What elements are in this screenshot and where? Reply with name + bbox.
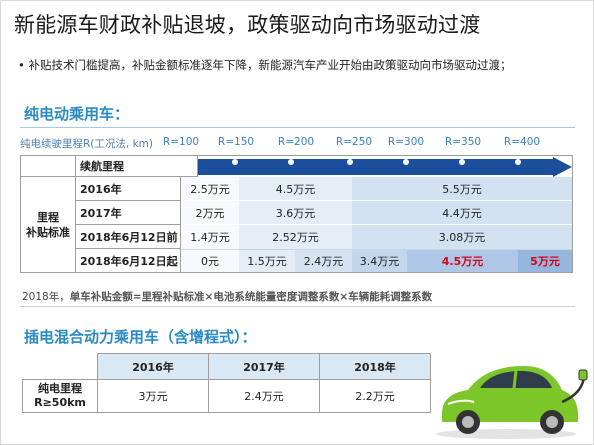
formula-prefix: 2018年， bbox=[22, 291, 70, 303]
arrow-dot bbox=[232, 159, 238, 165]
bev-heading-rule bbox=[20, 127, 575, 128]
phev-value-2016: 3万元 bbox=[97, 379, 209, 413]
group-label: 里程 补贴标准 bbox=[21, 177, 76, 273]
r-mark-250: R=250 bbox=[335, 136, 373, 148]
phev-row-label: 纯电里程 R≥50km bbox=[22, 379, 98, 413]
phev-value-2018: 2.2万元 bbox=[319, 379, 431, 413]
cell-2018b-r300: 4.5万元 bbox=[407, 249, 518, 272]
r-mark-400: R=400 bbox=[503, 136, 541, 148]
arrow-dot bbox=[515, 159, 521, 165]
cell-2018b-r100: 0元 bbox=[181, 249, 239, 272]
row-label-2018-before: 2018年6月12日前 bbox=[76, 225, 181, 249]
front-hub bbox=[462, 416, 474, 428]
rear-hub bbox=[546, 416, 558, 428]
formula-note: 2018年，单车补贴金额=里程补贴标准×电池系统能量密度调整系数×车辆能耗调整系… bbox=[22, 289, 432, 304]
arrow-dot bbox=[403, 159, 409, 165]
bev-subsidy-table: 续航里程 里程 补贴标准 2016年 2017年 2018年6月12日前 201… bbox=[20, 155, 573, 273]
phev-corner bbox=[22, 353, 98, 380]
phev-year-2018: 2018年 bbox=[319, 353, 431, 380]
phev-value-2017: 2.4万元 bbox=[208, 379, 320, 413]
cell-2018b-r200: 2.4万元 bbox=[295, 249, 352, 272]
row-label-2018-after: 2018年6月12日起 bbox=[76, 249, 181, 272]
phev-row-label-line2: R≥50km bbox=[34, 396, 86, 409]
row-label-2017: 2017年 bbox=[76, 201, 181, 225]
cell-2018a-r100: 1.4万元 bbox=[181, 225, 239, 249]
r-mark-350: R=350 bbox=[444, 136, 482, 148]
arrow-dot bbox=[459, 159, 465, 165]
cell-2017-r100: 2万元 bbox=[181, 201, 239, 225]
row-label-2016: 2016年 bbox=[76, 177, 181, 201]
cell-2016-r150: 4.5万元 bbox=[239, 177, 352, 201]
cell-2017-r150: 3.6万元 bbox=[239, 201, 352, 225]
cell-2016-r250: 5.5万元 bbox=[352, 177, 572, 201]
r-mark-150: R=150 bbox=[217, 136, 255, 148]
r-mark-300: R=300 bbox=[387, 136, 425, 148]
cell-2018a-r250: 3.08万元 bbox=[352, 225, 572, 249]
bullet-text: 补贴技术门槛提高，补贴金额标准逐年下降，新能源汽车产业开始由政策驱动向市场驱动过… bbox=[28, 58, 512, 72]
formula-text: 单车补贴金额=里程补贴标准×电池系统能量密度调整系数×车辆能耗调整系数 bbox=[69, 291, 433, 303]
section-divider bbox=[20, 306, 575, 307]
header-range-label: 续航里程 bbox=[76, 156, 198, 177]
r-mark-100: R=100 bbox=[162, 136, 200, 148]
row-sep bbox=[181, 200, 572, 201]
cell-2018b-r250: 3.4万元 bbox=[352, 249, 407, 272]
arrow-dot bbox=[347, 159, 353, 165]
charging-plug-icon bbox=[578, 369, 588, 381]
electric-car-illustration bbox=[436, 366, 588, 439]
cell-2018b-r400: 5万元 bbox=[518, 249, 572, 272]
phev-subsidy-table: 2016年 2017年 2018年 纯电里程 R≥50km 3万元 2.4万元 … bbox=[22, 353, 431, 413]
bev-heading: 纯电动乘用车： bbox=[24, 105, 130, 123]
slide-title: 新能源车财政补贴退坡，政策驱动向市场驱动过渡 bbox=[14, 13, 481, 37]
cell-2018b-r150: 1.5万元 bbox=[239, 249, 295, 272]
arrow-dot bbox=[288, 159, 294, 165]
car-highlight bbox=[447, 399, 475, 405]
phev-year-2017: 2017年 bbox=[208, 353, 320, 380]
r-mark-200: R=200 bbox=[277, 136, 315, 148]
bullet-point: • 补贴技术门槛提高，补贴金额标准逐年下降，新能源汽车产业开始由政策驱动向市场驱… bbox=[18, 58, 512, 72]
phev-year-2016: 2016年 bbox=[97, 353, 209, 380]
group-label-line1: 里程 bbox=[37, 211, 59, 224]
phev-row-label-line1: 纯电里程 bbox=[38, 382, 82, 395]
group-label-line2: 补贴标准 bbox=[26, 226, 70, 239]
cell-2017-r250: 4.4万元 bbox=[352, 201, 572, 225]
row-sep bbox=[181, 224, 572, 225]
header-corner bbox=[21, 156, 76, 177]
cell-2016-r100: 2.5万元 bbox=[181, 177, 239, 201]
car-pillar bbox=[512, 370, 518, 389]
phev-heading: 插电混合动力乘用车（含增程式）： bbox=[24, 328, 257, 346]
cell-2018a-r150: 2.52万元 bbox=[239, 225, 352, 249]
range-axis-label: 纯电续驶里程R(工况法, km) bbox=[20, 138, 153, 150]
